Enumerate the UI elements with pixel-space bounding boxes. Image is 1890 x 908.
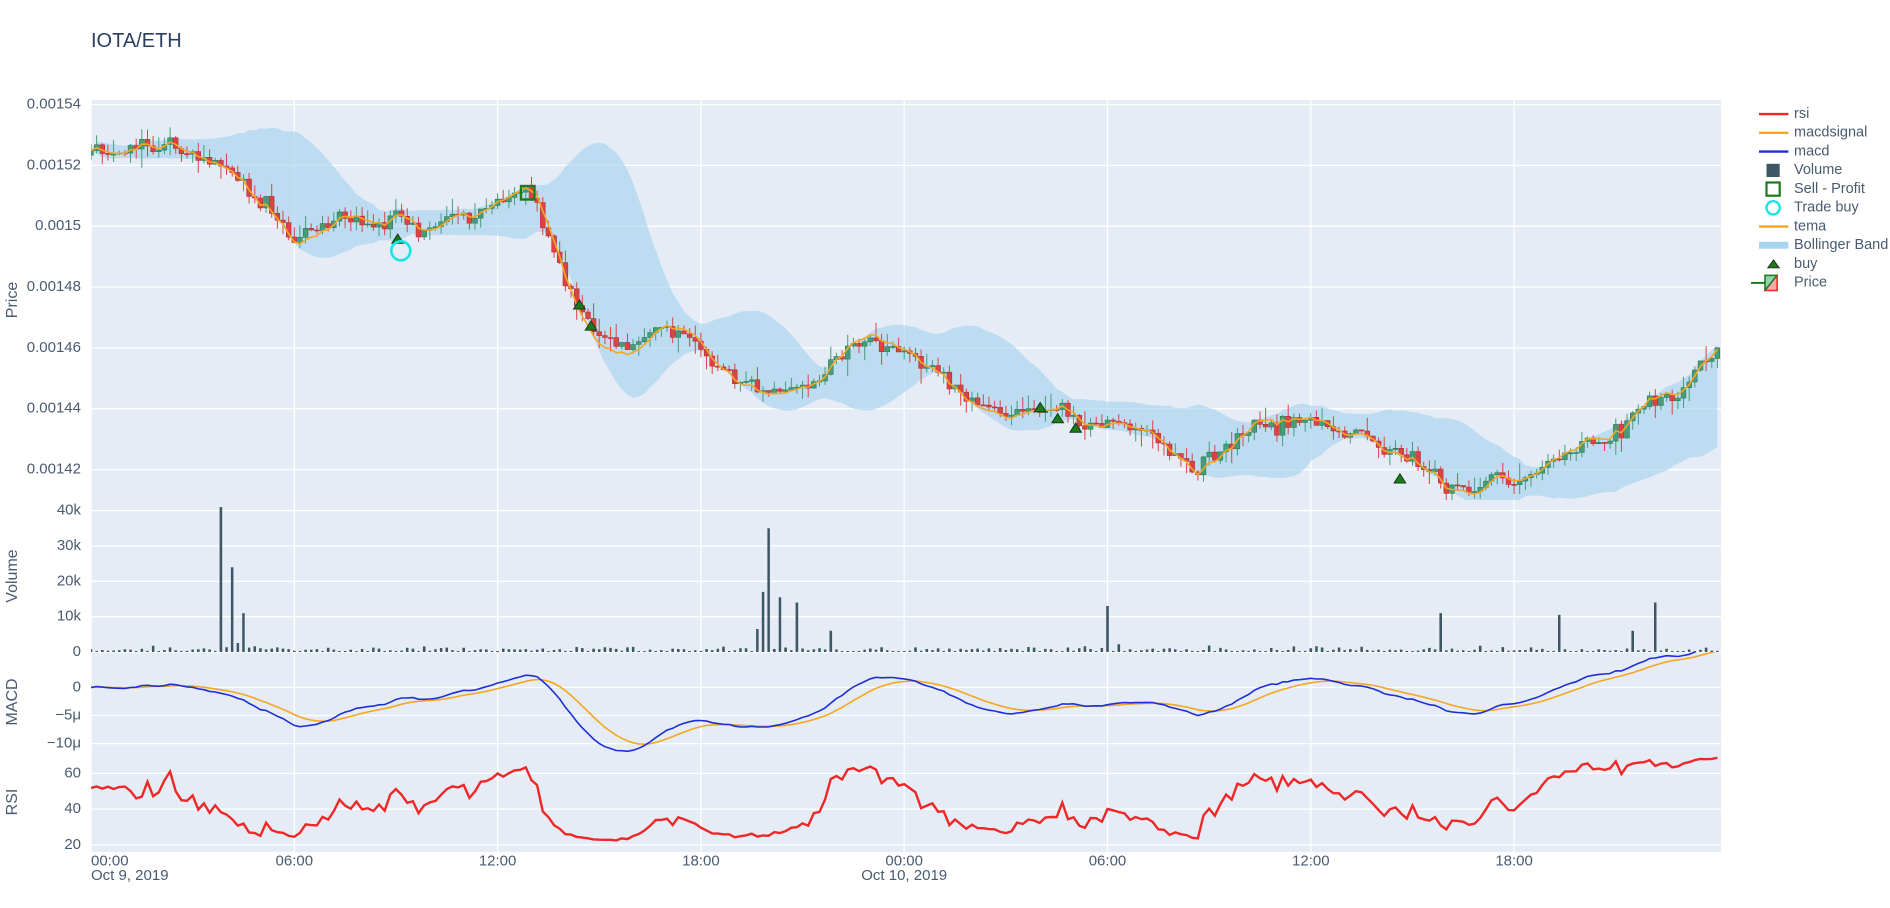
svg-text:18:00: 18:00	[682, 853, 720, 870]
svg-text:20: 20	[64, 836, 81, 853]
svg-text:Volume: Volume	[4, 549, 21, 602]
svg-text:Oct 9, 2019: Oct 9, 2019	[91, 867, 169, 884]
svg-text:12:00: 12:00	[1292, 853, 1330, 870]
svg-text:−5μ: −5μ	[55, 706, 81, 723]
svg-text:0.00148: 0.00148	[27, 278, 81, 295]
svg-text:macdsignal: macdsignal	[1794, 125, 1867, 141]
svg-text:Volume: Volume	[1794, 162, 1842, 178]
svg-text:0.00154: 0.00154	[27, 96, 81, 113]
svg-text:06:00: 06:00	[276, 853, 314, 870]
svg-text:RSI: RSI	[4, 789, 21, 816]
svg-text:40k: 40k	[57, 502, 82, 519]
svg-text:Trade buy: Trade buy	[1794, 200, 1859, 216]
svg-text:0.00144: 0.00144	[27, 400, 81, 417]
svg-text:0: 0	[73, 643, 81, 660]
svg-text:macd: macd	[1794, 143, 1829, 159]
svg-text:tema: tema	[1794, 218, 1827, 234]
svg-text:0: 0	[73, 678, 81, 695]
svg-text:MACD: MACD	[4, 678, 21, 725]
svg-text:06:00: 06:00	[1089, 853, 1127, 870]
svg-text:30k: 30k	[57, 537, 82, 554]
svg-text:buy: buy	[1794, 256, 1818, 272]
svg-text:60: 60	[64, 764, 81, 781]
svg-text:12:00: 12:00	[479, 853, 517, 870]
svg-text:18:00: 18:00	[1495, 853, 1533, 870]
svg-text:Bollinger Band: Bollinger Band	[1794, 237, 1888, 253]
svg-text:Sell - Profit: Sell - Profit	[1794, 181, 1865, 197]
svg-text:0.00146: 0.00146	[27, 339, 81, 356]
svg-text:0.0015: 0.0015	[35, 217, 81, 234]
svg-text:20k: 20k	[57, 572, 82, 589]
svg-text:40: 40	[64, 800, 81, 817]
svg-text:0.00152: 0.00152	[27, 156, 81, 173]
svg-text:Price: Price	[4, 282, 21, 319]
svg-text:Price: Price	[1794, 275, 1827, 291]
svg-text:rsi: rsi	[1794, 106, 1809, 122]
svg-text:0.00142: 0.00142	[27, 461, 81, 478]
svg-text:−10μ: −10μ	[47, 735, 81, 752]
svg-text:10k: 10k	[57, 608, 82, 625]
svg-text:Oct 10, 2019: Oct 10, 2019	[861, 867, 947, 884]
